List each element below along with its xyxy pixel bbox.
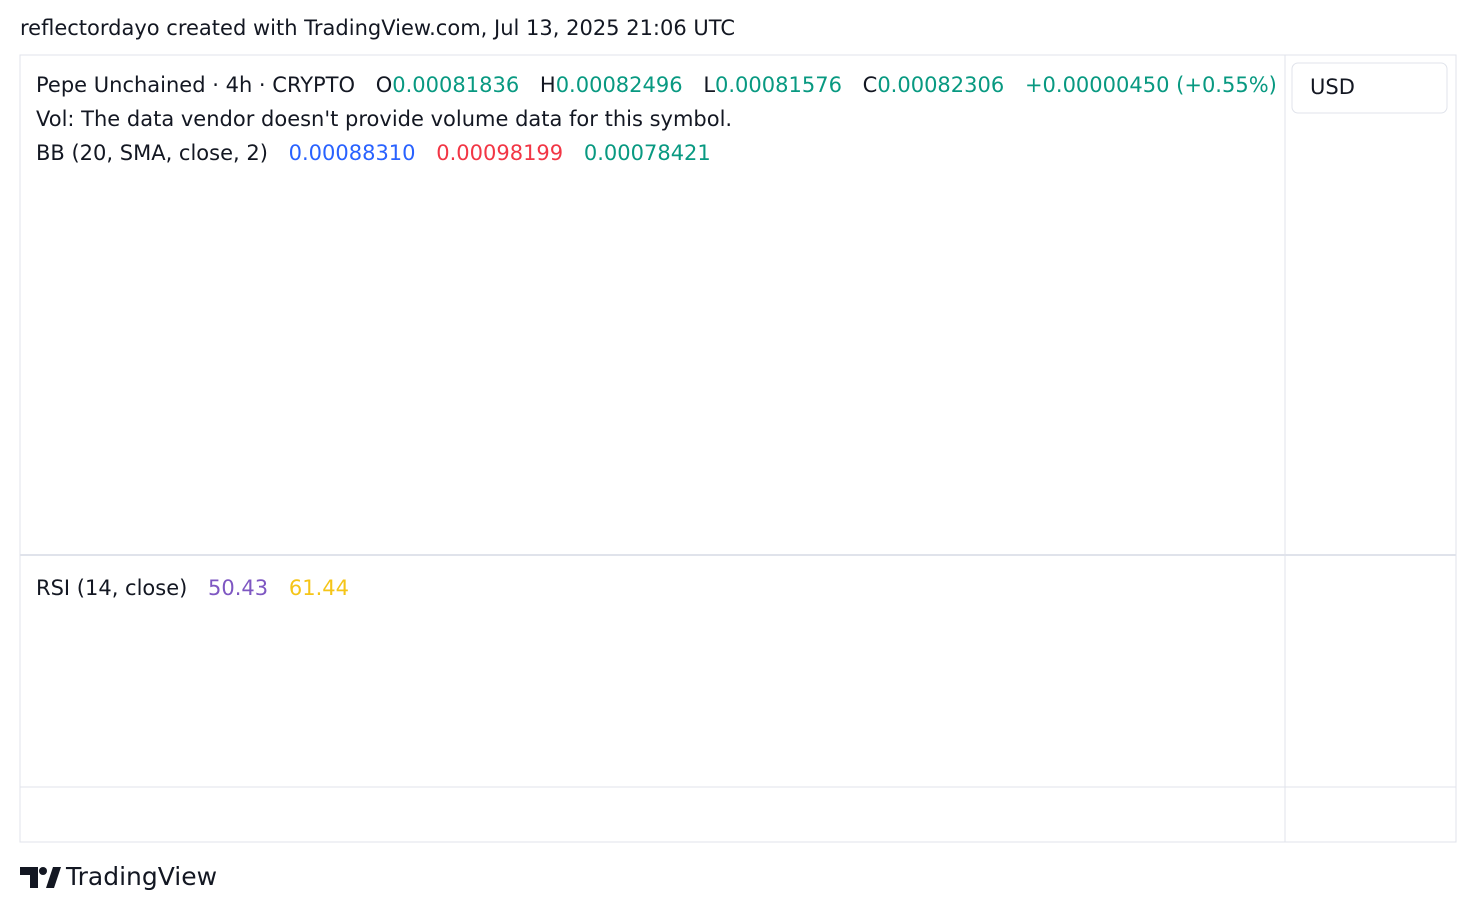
bb-lower-value: 0.00078421 (583, 141, 711, 165)
volume-note: Vol: The data vendor doesn't provide vol… (36, 107, 733, 131)
low-value: 0.00081576 (715, 73, 842, 97)
bb-name: BB (20, SMA, close, 2) (36, 141, 268, 165)
close-value: 0.00082306 (877, 73, 1005, 97)
bb-upper-value: 0.00098199 (436, 141, 564, 165)
ohlc-label: C (862, 73, 878, 97)
open-value: 0.00081836 (392, 73, 520, 97)
ohlc-label: L (703, 73, 716, 97)
rsi-legend: RSI (14, close) 50.43 61.44 (36, 575, 349, 601)
ohlc-label: O (375, 73, 393, 97)
high-value: 0.00082496 (555, 73, 683, 97)
brand-name: TradingView (65, 862, 217, 891)
change-percent: (+0.55%) (1176, 73, 1277, 97)
rsi-value: 50.43 (208, 576, 269, 600)
bb-basis-value: 0.00088310 (288, 141, 416, 165)
change-value: +0.00000450 (1024, 73, 1170, 97)
symbol-title: Pepe Unchained · 4h · CRYPTO (36, 73, 356, 97)
rsi-name: RSI (14, close) (36, 576, 188, 600)
currency-button[interactable] (1291, 62, 1448, 114)
brand-logo (20, 867, 61, 888)
rsi-ma-value: 61.44 (288, 576, 349, 600)
attribution: reflectordayo created with TradingView.c… (20, 16, 736, 40)
chart-frame (19, 54, 1457, 843)
symbol-legend: Pepe Unchained · 4h · CRYPTO O0.00081836… (36, 72, 1277, 98)
currency[interactable]: USD (1310, 75, 1355, 99)
bb-legend: BB (20, SMA, close, 2) 0.00088310 0.0009… (36, 140, 711, 166)
ohlc-label: H (539, 73, 556, 97)
